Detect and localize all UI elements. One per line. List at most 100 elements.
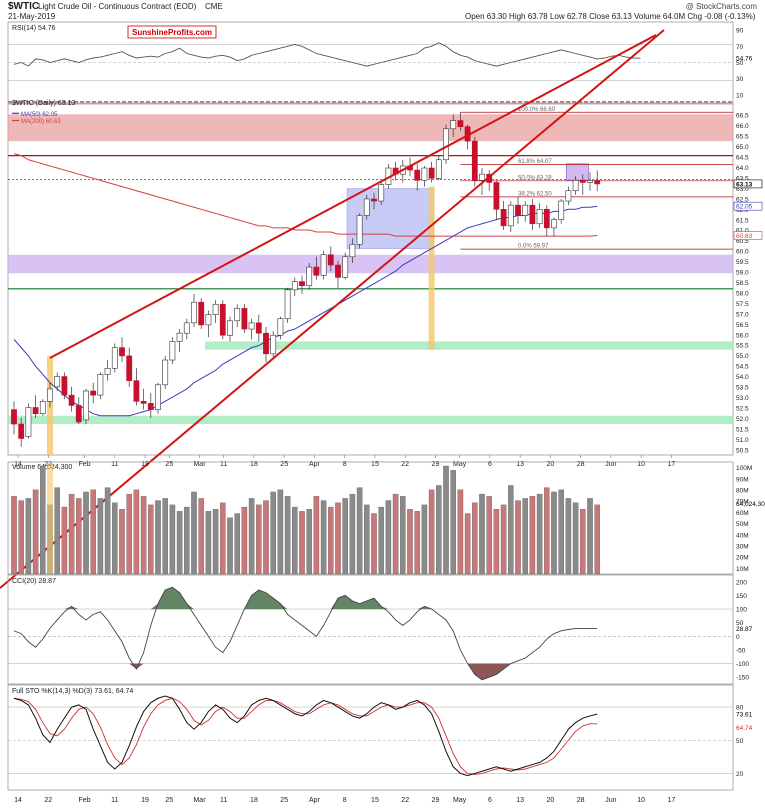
price-axis-tick: 66.5 [736, 113, 749, 120]
rsi-line [13, 42, 641, 67]
candle-up [356, 215, 363, 245]
volume-bar [292, 506, 298, 575]
price-axis-tick: 65.5 [736, 134, 749, 141]
sto-d-line [13, 697, 598, 775]
resistance-zone [8, 114, 733, 142]
candle-up [227, 320, 233, 336]
x-tick-label: 13 [516, 461, 524, 468]
fib-label: 38.2% 62.50 [518, 191, 552, 197]
candle-down [543, 209, 550, 229]
candle-up [306, 266, 313, 286]
price-axis-tick: 61.5 [736, 217, 749, 224]
candle-down [500, 209, 507, 227]
candle-down [493, 182, 500, 210]
cci-axis-tick: -50 [736, 647, 746, 654]
price-axis-tick: 62.5 [736, 196, 749, 203]
candle-down [371, 198, 377, 202]
ma50-line [13, 205, 598, 417]
volume-bar [450, 470, 456, 575]
candle-up [248, 322, 255, 330]
price-axis-tick: 63.5 [736, 175, 749, 182]
volume-bar [32, 489, 39, 575]
x-tick-label: 11 [220, 461, 227, 468]
volume-bar [508, 485, 514, 575]
volume-bar [558, 489, 564, 575]
support-zone-green-low [8, 415, 733, 425]
sto-panel-frame [7, 684, 734, 791]
volume-axis-tick: 90M [736, 476, 749, 483]
volume-bar [40, 465, 46, 575]
bottom-x-tick-label: 22 [401, 797, 409, 804]
candle-down [75, 405, 82, 423]
fib-label: 50.0% 63.28 [518, 175, 552, 181]
ohlc-readout: Open 63.30 High 63.78 Low 62.78 Close 63… [465, 12, 756, 21]
volume-bar [68, 493, 75, 575]
x-tick-label: 25 [280, 461, 288, 468]
candle-up [572, 180, 579, 192]
lower-trend-line [0, 29, 665, 589]
rsi-axis-tick: 10 [736, 92, 744, 99]
chart-name: Light Crude Oil - Continuous Contract (E… [38, 2, 197, 11]
cci-axis-tick: -150 [736, 675, 749, 682]
candle-up [284, 289, 291, 320]
bottom-x-tick-label: Jun [605, 797, 616, 804]
candle-down [515, 204, 521, 216]
volume-bar [248, 498, 255, 575]
candle-down [61, 376, 68, 396]
fib-label: 0.0% 59.97 [518, 244, 549, 250]
volume-bar [587, 498, 593, 575]
price-axis-tick: 65.0 [736, 144, 749, 151]
candle-down [335, 264, 341, 278]
price-axis-tick: 51.5 [736, 426, 749, 433]
price-right-label: 63.13 [736, 181, 753, 188]
cci-axis-tick: -100 [736, 661, 749, 668]
volume-bar [184, 506, 190, 575]
candle-down [263, 332, 269, 355]
brand-label: SunshineProfits.com [132, 28, 212, 37]
price-axis-tick: 57.0 [736, 311, 749, 318]
candle-down [457, 120, 464, 128]
rsi-axis-tick: 90 [736, 28, 744, 35]
candle-up [536, 209, 543, 225]
volume-bar [392, 493, 399, 575]
candle-up [155, 384, 161, 410]
price-axis-tick: 55.0 [736, 353, 749, 360]
sto-d-label: 64.74 [736, 725, 753, 732]
bottom-x-tick-label: 17 [668, 797, 676, 804]
volume-bar [119, 509, 125, 575]
volume-bar [443, 465, 449, 575]
candle-up [450, 120, 457, 130]
price-axis-tick: 58.5 [736, 280, 749, 287]
candle-down [140, 401, 147, 404]
price-axis-tick: 54.0 [736, 374, 749, 381]
price-axis-tick: 53.0 [736, 395, 749, 402]
volume-bar [18, 500, 24, 575]
volume-bar [356, 487, 363, 575]
price-axis-tick: 55.5 [736, 343, 749, 350]
volume-bar [594, 504, 600, 575]
candle-down [529, 204, 536, 225]
candle-down [90, 390, 97, 396]
volume-bar [486, 496, 492, 575]
gap-box [565, 163, 589, 181]
x-tick-label: 11 [111, 461, 118, 468]
candle-up [111, 347, 118, 369]
stockcharts-watermark: @ StockCharts.com [685, 2, 757, 11]
price-right-label-box [733, 201, 763, 211]
price-axis-tick: 64.5 [736, 155, 749, 162]
volume-bar [335, 502, 341, 575]
candle-up [270, 334, 277, 355]
volume-bar [306, 509, 312, 575]
cci-axis-tick: 50 [736, 620, 744, 627]
candle-down [11, 409, 17, 425]
volume-axis-tick: 10M [736, 566, 749, 573]
sto-k-line [13, 695, 598, 777]
volume-axis-tick: 70M [736, 499, 749, 506]
volume-bar [263, 500, 269, 575]
rsi-axis-tick: 50 [736, 60, 744, 67]
bottom-x-tick-label: 20 [547, 797, 555, 804]
volume-bar [320, 500, 327, 575]
price-panel-frame [7, 103, 734, 456]
ma200-line [13, 153, 598, 237]
